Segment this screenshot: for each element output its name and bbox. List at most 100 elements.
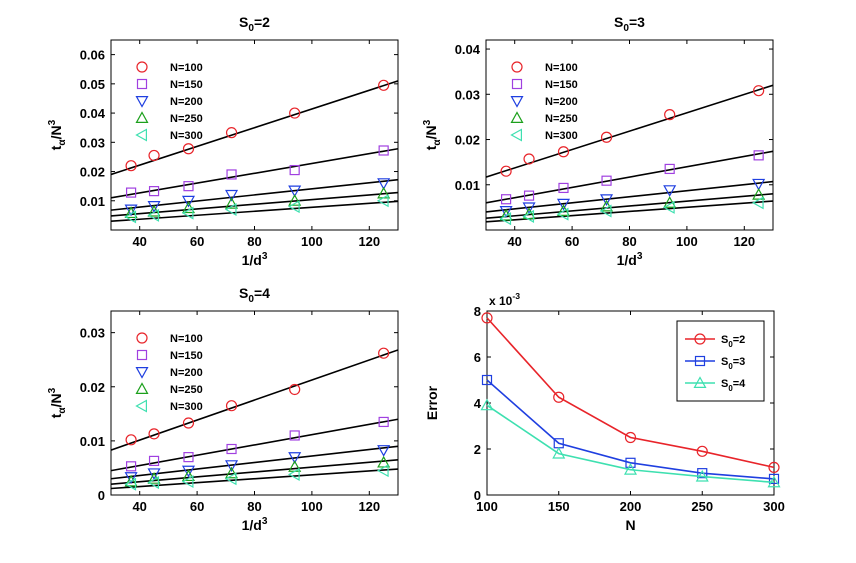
y-tick-label: 4 (474, 396, 482, 411)
x-tick-label: 200 (620, 499, 642, 514)
data-point (225, 400, 238, 412)
x-tick-label: 80 (247, 499, 261, 514)
data-point (752, 178, 766, 191)
legend-marker (511, 78, 523, 90)
data-point (147, 208, 160, 222)
chart-s0-3: 40 60 80 100 120 0.01 0.02 0.03 0.04 S0=3 1/d3 tα/N… (422, 14, 774, 268)
data-point (181, 474, 194, 488)
legend-label: N=200 (170, 96, 203, 108)
series-line (486, 317, 775, 469)
data-point (481, 374, 493, 386)
legend-marker (510, 128, 523, 142)
legend-label: N=300 (170, 401, 203, 413)
data-point (601, 175, 612, 186)
x-tick-label: 60 (190, 499, 204, 514)
data-point (148, 149, 160, 162)
fit-line (486, 180, 773, 213)
data-point (183, 181, 194, 192)
data-point (376, 194, 389, 208)
x-tick-label: 120 (733, 234, 755, 249)
legend-marker (136, 332, 148, 344)
fit-line (111, 147, 398, 199)
data-point (181, 469, 196, 482)
data-point (751, 196, 764, 210)
x-tick-label: 300 (763, 499, 785, 514)
legend-marker (510, 95, 524, 108)
data-point (553, 391, 565, 403)
data-point (500, 165, 512, 177)
x-tick-label: 100 (676, 234, 698, 249)
x-tick-label: 100 (301, 499, 323, 514)
legend-marker (135, 95, 149, 108)
data-point (125, 187, 137, 198)
chart-title: S0=3 (614, 14, 645, 34)
x-tick-label: 40 (507, 234, 521, 249)
data-point (181, 195, 196, 208)
data-point (753, 150, 764, 161)
legend-marker (135, 382, 149, 394)
data-point (124, 472, 138, 484)
data-point (625, 457, 636, 468)
chart-title: S0=2 (239, 14, 270, 34)
data-point (556, 198, 571, 211)
data-point (664, 109, 676, 121)
y-tick-label: 0 (98, 488, 105, 503)
data-point (752, 187, 766, 200)
legend-label: N=200 (170, 367, 203, 379)
data-point (522, 202, 536, 215)
legend-label: N=150 (545, 79, 578, 91)
data-point (600, 194, 614, 206)
data-point (147, 476, 160, 490)
data-point (289, 430, 300, 441)
x-axis-label: 1/d3 (242, 251, 268, 268)
data-point (148, 428, 160, 440)
legend-label: N=100 (545, 62, 578, 74)
data-point (378, 347, 390, 359)
data-point (557, 146, 570, 158)
legend-marker (136, 78, 148, 90)
data-point (289, 383, 301, 396)
data-point (125, 160, 137, 172)
data-point (480, 398, 494, 411)
y-tick-label: 0.02 (80, 165, 105, 180)
y-tick-label: 0.02 (455, 133, 480, 148)
legend-marker (136, 61, 148, 73)
legend-marker (136, 349, 148, 361)
chart-s0-2: 40 60 80 100 120 0.01 0.02 0.03 0.04 0.05 0.06 S0=2… (47, 14, 399, 268)
data-point (624, 431, 637, 444)
data-point (124, 474, 138, 487)
data-point (522, 207, 536, 220)
data-point (481, 312, 493, 324)
data-point (181, 206, 194, 220)
data-point (558, 182, 569, 194)
data-point (664, 163, 675, 175)
y-tick-label: 2 (474, 442, 481, 457)
data-point (556, 204, 571, 216)
legend-label: S0=2 (721, 334, 745, 349)
y-tick-label: 0.04 (455, 42, 481, 57)
data-point (147, 468, 161, 481)
x-tick-label: 80 (247, 234, 261, 249)
y-tick-label: 0.03 (80, 135, 105, 150)
chart-s0-4: 40 60 80 100 120 0 0.01 0.02 0.03 S0=4 1/d3 tα/N3 N=… (47, 285, 399, 533)
series-line (486, 404, 775, 484)
data-point (378, 145, 389, 156)
legend-marker (694, 333, 706, 345)
y-multiplier: x 10-3 (489, 291, 520, 308)
legend-marker (135, 128, 147, 142)
data-point (523, 153, 535, 165)
plot-area (485, 39, 774, 231)
data-point (287, 200, 300, 214)
data-point (623, 462, 638, 475)
data-point (124, 210, 137, 224)
y-tick-label: 0 (474, 488, 481, 503)
y-tick-label: 0.02 (80, 380, 105, 395)
data-point (376, 464, 389, 478)
data-point (183, 452, 194, 463)
fit-line (111, 349, 398, 451)
fit-line (111, 178, 398, 211)
x-axis-label: 1/d3 (617, 251, 643, 268)
data-point (378, 79, 390, 91)
y-tick-label: 0.05 (80, 77, 105, 92)
